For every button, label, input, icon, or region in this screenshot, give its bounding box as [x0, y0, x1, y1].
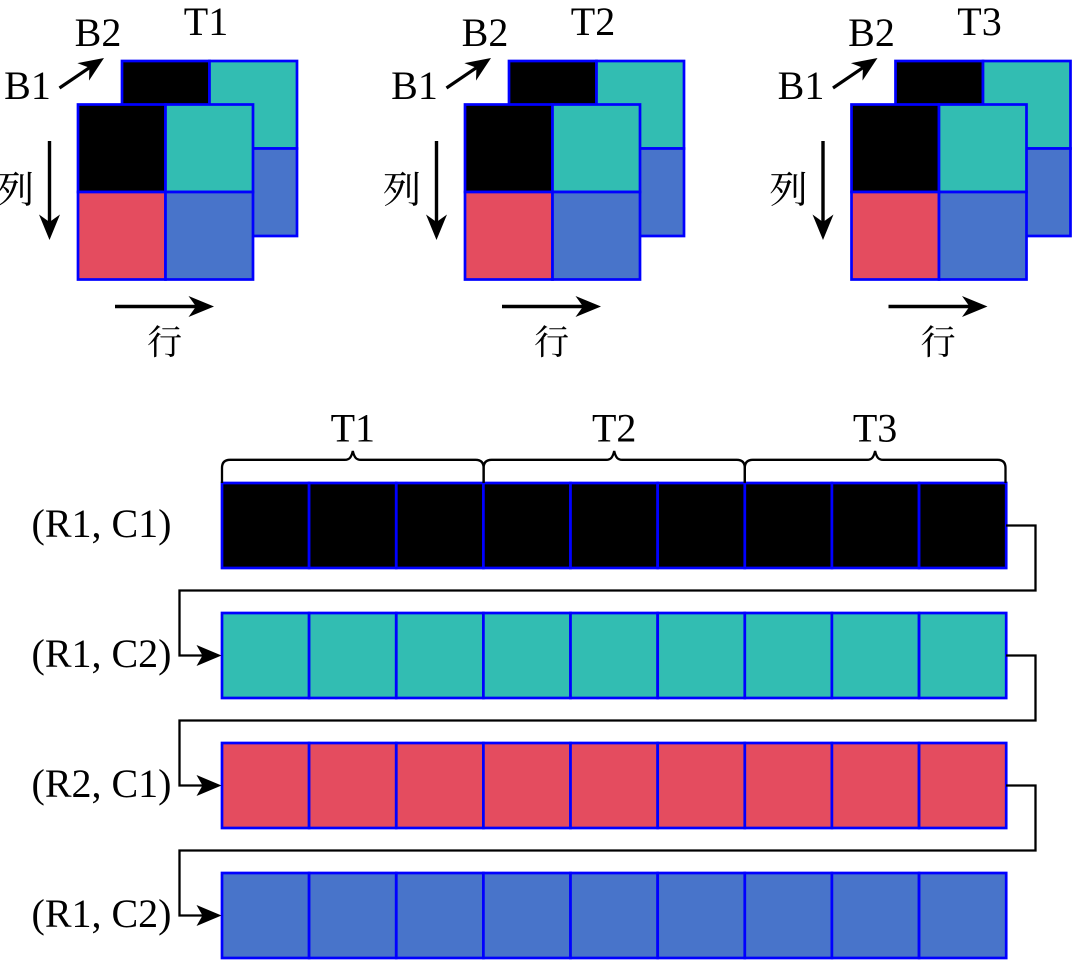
svg-text:(R1, C2): (R1, C2) — [32, 891, 172, 936]
svg-text:(R1, C2): (R1, C2) — [32, 631, 172, 676]
svg-text:(R2, C1): (R2, C1) — [32, 761, 172, 806]
svg-text:B2: B2 — [848, 10, 895, 55]
svg-text:B1: B1 — [778, 63, 825, 108]
svg-text:T3: T3 — [957, 0, 1001, 44]
svg-text:T1: T1 — [184, 0, 228, 44]
svg-text:T3: T3 — [853, 406, 897, 451]
svg-text:B1: B1 — [4, 63, 51, 108]
svg-text:T2: T2 — [592, 406, 636, 451]
svg-text:T1: T1 — [331, 406, 375, 451]
svg-text:B1: B1 — [391, 63, 438, 108]
svg-text:B2: B2 — [75, 10, 122, 55]
svg-text:(R1, C1): (R1, C1) — [32, 501, 172, 546]
svg-text:T2: T2 — [571, 0, 615, 44]
svg-text:B2: B2 — [462, 10, 509, 55]
